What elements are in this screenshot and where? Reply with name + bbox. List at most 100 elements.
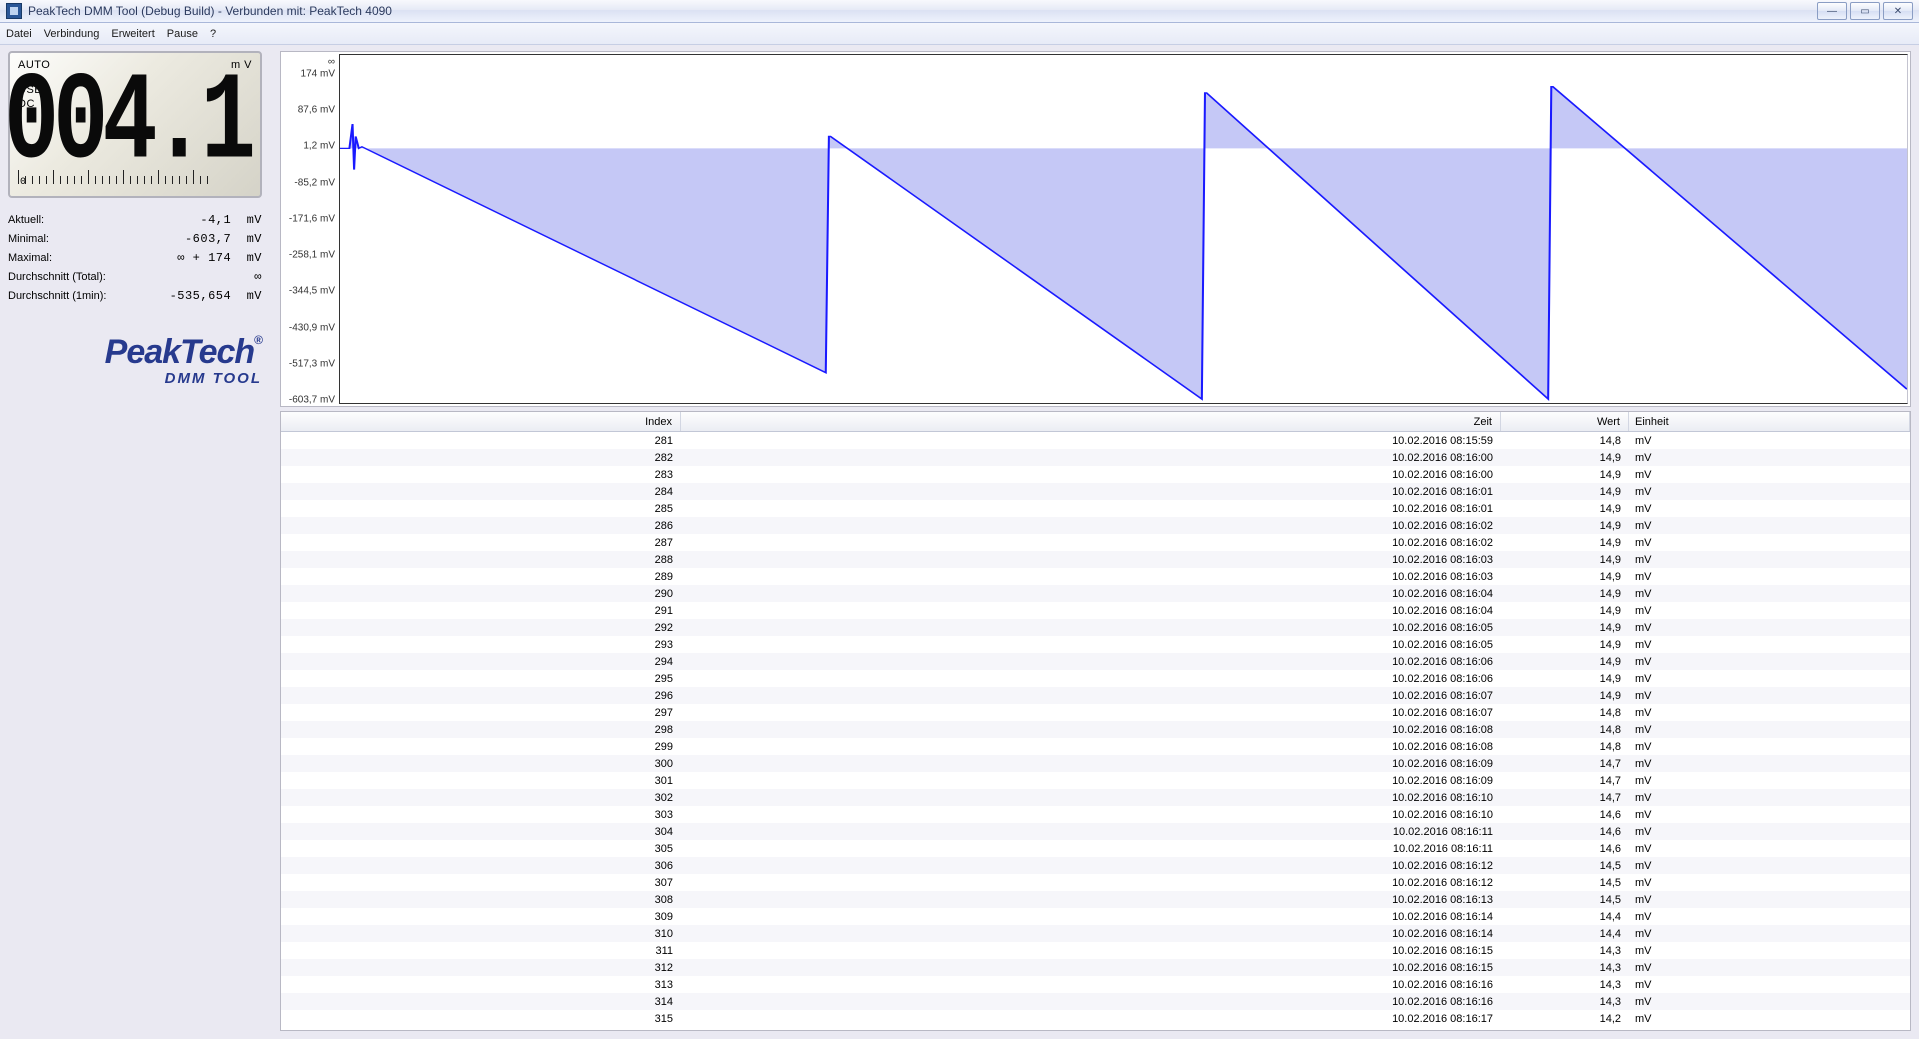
table-row[interactable]: 31510.02.2016 08:16:1714,2mV — [281, 1010, 1910, 1027]
table-row[interactable]: 28510.02.2016 08:16:0114,9mV — [281, 500, 1910, 517]
cell-zeit: 10.02.2016 08:16:14 — [681, 928, 1501, 940]
table-row[interactable]: 29910.02.2016 08:16:0814,8mV — [281, 738, 1910, 755]
ytick-label: -85,2 mV — [294, 177, 335, 188]
table-row[interactable]: 30510.02.2016 08:16:1114,6mV — [281, 840, 1910, 857]
cell-wert: 14,9 — [1501, 469, 1629, 481]
cell-index: 295 — [281, 673, 681, 685]
stats-value: ∞ + 174 mV — [177, 251, 262, 265]
table-row[interactable]: 29510.02.2016 08:16:0614,9mV — [281, 670, 1910, 687]
cell-index: 310 — [281, 928, 681, 940]
table-row[interactable]: 31410.02.2016 08:16:1614,3mV — [281, 993, 1910, 1010]
cell-index: 287 — [281, 537, 681, 549]
table-row[interactable]: 29310.02.2016 08:16:0514,9mV — [281, 636, 1910, 653]
table-row[interactable]: 29810.02.2016 08:16:0814,8mV — [281, 721, 1910, 738]
table-row[interactable]: 28310.02.2016 08:16:0014,9mV — [281, 466, 1910, 483]
minimize-button[interactable]: — — [1817, 2, 1847, 20]
table-row[interactable]: 29010.02.2016 08:16:0414,9mV — [281, 585, 1910, 602]
data-table: Index Zeit Wert Einheit 28110.02.2016 08… — [280, 411, 1911, 1031]
table-row[interactable]: 31310.02.2016 08:16:1614,3mV — [281, 976, 1910, 993]
col-einheit[interactable]: Einheit — [1629, 412, 1910, 431]
table-row[interactable]: 31110.02.2016 08:16:1514,3mV — [281, 942, 1910, 959]
cell-zeit: 10.02.2016 08:16:04 — [681, 588, 1501, 600]
table-row[interactable]: 31010.02.2016 08:16:1414,4mV — [281, 925, 1910, 942]
lcd-bargraph: 0 — [18, 170, 252, 188]
cell-wert: 14,9 — [1501, 673, 1629, 685]
menu-help[interactable]: ? — [210, 28, 216, 40]
ytick-label: 1,2 mV — [303, 141, 335, 152]
cell-zeit: 10.02.2016 08:16:11 — [681, 826, 1501, 838]
ytick-label: 87,6 mV — [298, 105, 335, 116]
table-row[interactable]: 29410.02.2016 08:16:0614,9mV — [281, 653, 1910, 670]
cell-index: 293 — [281, 639, 681, 651]
cell-index: 303 — [281, 809, 681, 821]
col-zeit[interactable]: Zeit — [681, 412, 1501, 431]
menu-datei[interactable]: Datei — [6, 28, 32, 40]
table-row[interactable]: 30010.02.2016 08:16:0914,7mV — [281, 755, 1910, 772]
cell-index: 296 — [281, 690, 681, 702]
lcd-main-value: -004.1 — [0, 71, 250, 176]
close-button[interactable]: ✕ — [1883, 2, 1913, 20]
lcd-display: AUTO m V USB DC -004.1 0 — [8, 51, 262, 198]
ytick-label: 174 mV — [301, 69, 335, 80]
cell-index: 315 — [281, 1013, 681, 1025]
cell-einheit: mV — [1629, 486, 1910, 498]
menu-erweitert[interactable]: Erweitert — [111, 28, 154, 40]
maximize-button[interactable]: ▭ — [1850, 2, 1880, 20]
cell-zeit: 10.02.2016 08:16:03 — [681, 554, 1501, 566]
table-row[interactable]: 28210.02.2016 08:16:0014,9mV — [281, 449, 1910, 466]
table-row[interactable]: 28110.02.2016 08:15:5914,8mV — [281, 432, 1910, 449]
stats-label: Durchschnitt (1min): — [8, 290, 106, 302]
stats-label: Minimal: — [8, 233, 49, 245]
table-row[interactable]: 29210.02.2016 08:16:0514,9mV — [281, 619, 1910, 636]
chart-plot-area[interactable] — [339, 54, 1908, 404]
cell-einheit: mV — [1629, 979, 1910, 991]
stats-row: Aktuell:-4,1 mV — [8, 210, 262, 229]
ytick-label: -517,3 mV — [289, 358, 335, 369]
ytick-label: -171,6 mV — [289, 213, 335, 224]
menubar: Datei Verbindung Erweitert Pause ? — [0, 23, 1919, 45]
cell-einheit: mV — [1629, 605, 1910, 617]
table-row[interactable]: 28810.02.2016 08:16:0314,9mV — [281, 551, 1910, 568]
cell-wert: 14,9 — [1501, 520, 1629, 532]
cell-wert: 14,8 — [1501, 435, 1629, 447]
menu-pause[interactable]: Pause — [167, 28, 198, 40]
col-index[interactable]: Index — [281, 412, 681, 431]
table-row[interactable]: 30310.02.2016 08:16:1014,6mV — [281, 806, 1910, 823]
table-row[interactable]: 28610.02.2016 08:16:0214,9mV — [281, 517, 1910, 534]
cell-zeit: 10.02.2016 08:16:16 — [681, 996, 1501, 1008]
table-row[interactable]: 28910.02.2016 08:16:0314,9mV — [281, 568, 1910, 585]
cell-wert: 14,3 — [1501, 996, 1629, 1008]
table-row[interactable]: 30810.02.2016 08:16:1314,5mV — [281, 891, 1910, 908]
stats-row: Durchschnitt (1min): -535,654 mV — [8, 286, 262, 305]
stats-label: Durchschnitt (Total): — [8, 271, 106, 283]
table-row[interactable]: 30110.02.2016 08:16:0914,7mV — [281, 772, 1910, 789]
cell-einheit: mV — [1629, 843, 1910, 855]
table-row[interactable]: 30410.02.2016 08:16:1114,6mV — [281, 823, 1910, 840]
table-row[interactable]: 30910.02.2016 08:16:1414,4mV — [281, 908, 1910, 925]
table-row[interactable]: 28710.02.2016 08:16:0214,9mV — [281, 534, 1910, 551]
menu-verbindung[interactable]: Verbindung — [44, 28, 100, 40]
table-row[interactable]: 29110.02.2016 08:16:0414,9mV — [281, 602, 1910, 619]
table-row[interactable]: 29610.02.2016 08:16:0714,9mV — [281, 687, 1910, 704]
table-body[interactable]: 28110.02.2016 08:15:5914,8mV28210.02.201… — [281, 432, 1910, 1030]
cell-wert: 14,9 — [1501, 656, 1629, 668]
stats-value: -535,654 mV — [170, 289, 262, 303]
cell-einheit: mV — [1629, 962, 1910, 974]
col-wert[interactable]: Wert — [1501, 412, 1629, 431]
table-row[interactable]: 31210.02.2016 08:16:1514,3mV — [281, 959, 1910, 976]
table-row[interactable]: 28410.02.2016 08:16:0114,9mV — [281, 483, 1910, 500]
table-row[interactable]: 30210.02.2016 08:16:1014,7mV — [281, 789, 1910, 806]
table-row[interactable]: 30710.02.2016 08:16:1214,5mV — [281, 874, 1910, 891]
table-row[interactable]: 29710.02.2016 08:16:0714,8mV — [281, 704, 1910, 721]
stats-row: Durchschnitt (Total):∞ — [8, 267, 262, 286]
cell-einheit: mV — [1629, 639, 1910, 651]
cell-zeit: 10.02.2016 08:16:08 — [681, 724, 1501, 736]
cell-wert: 14,9 — [1501, 503, 1629, 515]
cell-einheit: mV — [1629, 928, 1910, 940]
cell-index: 300 — [281, 758, 681, 770]
cell-index: 302 — [281, 792, 681, 804]
table-row[interactable]: 30610.02.2016 08:16:1214,5mV — [281, 857, 1910, 874]
cell-einheit: mV — [1629, 673, 1910, 685]
cell-wert: 14,7 — [1501, 792, 1629, 804]
cell-zeit: 10.02.2016 08:16:15 — [681, 962, 1501, 974]
